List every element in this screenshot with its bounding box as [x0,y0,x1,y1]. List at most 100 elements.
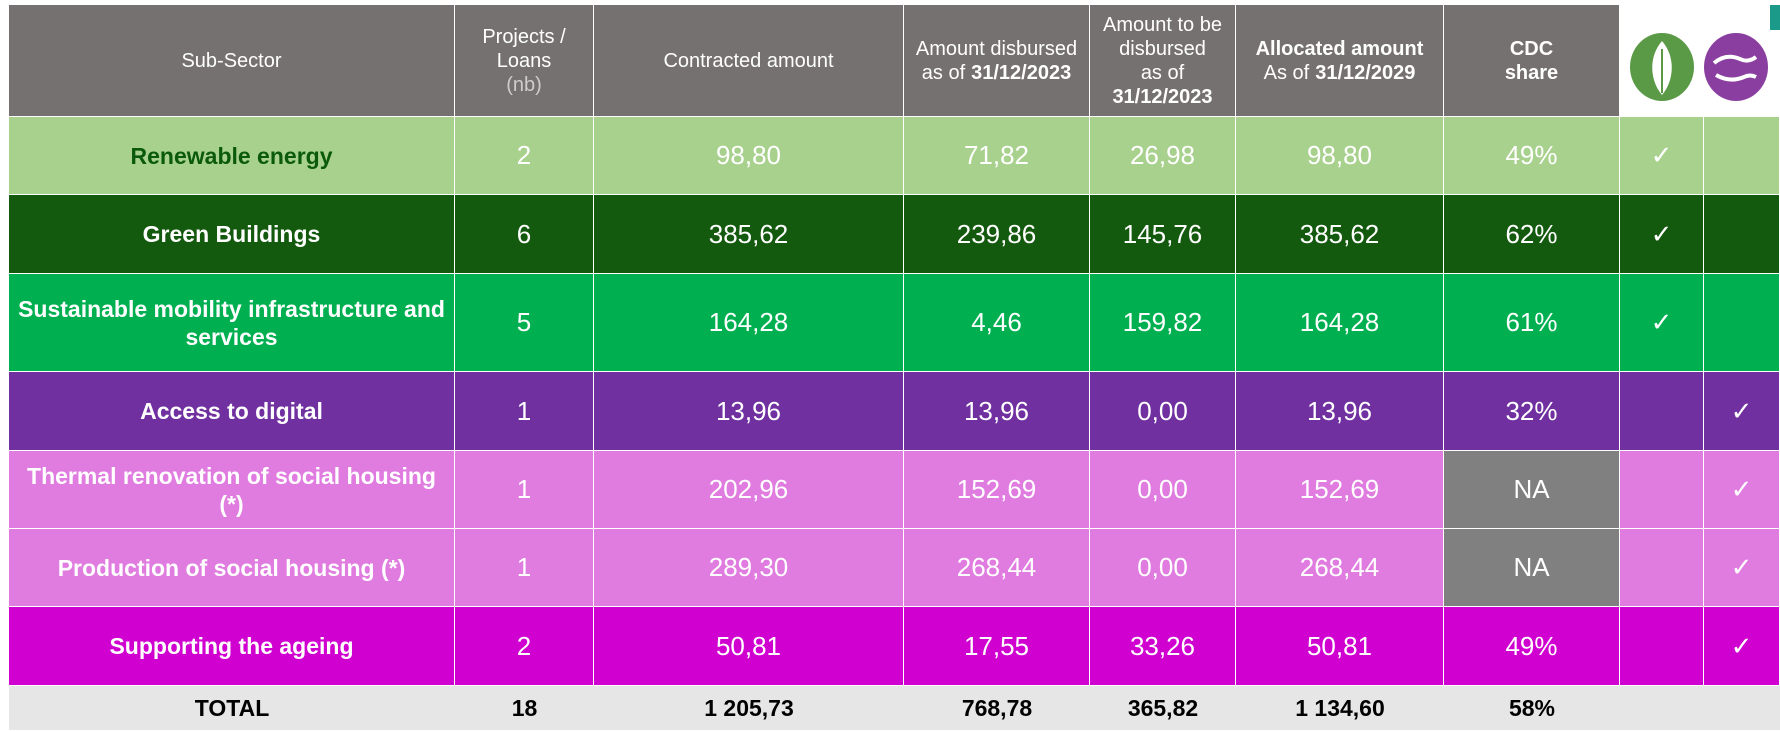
value-cell: 152,69 [904,451,1090,529]
value-cell: 1 [455,529,594,607]
cell-text: 62% [1505,218,1558,249]
cell-text: ✓ [1730,474,1753,504]
cell-text: 98,80 [715,140,782,170]
cell-text: 239,86 [956,218,1037,249]
cell-text: Sub-Sector [181,49,282,72]
value-cell: 13,96 [1236,372,1444,451]
header-line: Contracted amount [663,49,833,73]
sector-cell: Sustainable mobility infrastructure and … [9,274,455,372]
header-line: as of [1141,61,1184,85]
cell-text: 32% [1505,395,1558,426]
cell-text: Sustainable mobility infrastructure and … [18,295,445,350]
value-cell: 2 [455,607,594,686]
cell-text: Supporting the ageing [109,633,354,659]
value-cell: 26,98 [1090,117,1236,195]
cell-text: 49% [1505,140,1558,170]
value-cell: 13,96 [904,372,1090,451]
cell-text: Projects / [482,25,566,48]
value-cell: 17,55 [904,607,1090,686]
cell-text: 385,62 [708,218,789,249]
check-cell: ✓ [1620,274,1704,372]
value-cell: 164,28 [594,274,904,372]
cell-text: 33,26 [1129,630,1196,661]
header-line: Loans [497,49,552,73]
cell-text: 164,28 [1299,307,1380,337]
cell-text: 1 [516,474,532,504]
total-cell [1620,686,1780,731]
check-cell [1704,274,1780,372]
header-line: CDC [1510,37,1553,61]
value-cell: 62% [1444,195,1620,274]
cell-text: 0,00 [1137,474,1188,504]
sector-cell: Green Buildings [9,195,455,274]
header-line: Projects / [482,25,565,49]
cell-text: 385,62 [1299,218,1380,249]
value-cell: 268,44 [904,529,1090,607]
header-cell: Contracted amount [594,5,904,117]
value-cell: 0,00 [1090,451,1236,529]
header-cell: Amount disbursed as of 31/12/2023 [904,5,1090,117]
cell-text: ✓ [1730,552,1753,582]
cell-text: as of [1140,61,1185,84]
value-cell: 71,82 [904,117,1090,195]
value-cell: 50,81 [1236,607,1444,686]
cell-text: Production of social housing (*) [57,554,406,581]
check-cell [1704,117,1780,195]
value-cell: 5 [455,274,594,372]
cell-text: 268,44 [956,552,1037,582]
cell-text: as of [921,61,966,84]
value-cell: 385,62 [594,195,904,274]
cell-text: 13,96 [715,395,782,426]
check-cell: ✓ [1704,529,1780,607]
header-line: share [1505,61,1558,85]
cell-text: 1 205,73 [704,694,794,721]
cell-text: Access to digital [140,398,323,424]
cell-text: 49% [1505,630,1558,661]
cell-text: As of [1263,61,1310,84]
cell-text: 17,55 [963,630,1030,661]
value-cell: 0,00 [1090,529,1236,607]
cell-text: Thermal renovation of social housing (*) [27,462,436,517]
cell-text: ✓ [1650,140,1673,170]
sector-cell: Production of social housing (*) [9,529,455,607]
cell-text: 268,44 [1299,552,1380,582]
header-line: As of 31/12/2029 [1264,61,1416,85]
cell-text: disbursed [1119,37,1206,60]
cell-text: ✓ [1650,307,1673,337]
cell-text: 0,00 [1137,552,1188,582]
value-cell: 1 [455,451,594,529]
sector-cell: Thermal renovation of social housing (*) [9,451,455,529]
cell-text: NA [1513,552,1550,582]
check-cell [1620,607,1704,686]
cell-text: 50,81 [1306,630,1373,661]
value-cell: 98,80 [1236,117,1444,195]
cell-text: 2 [516,140,532,170]
cell-text: 71,82 [963,140,1030,170]
cell-text: Green Buildings [142,221,321,247]
cell-text: 4,46 [971,307,1022,337]
cell-text: ✓ [1730,395,1753,426]
header-cell: Amount to be disbursed as of 31/12/2023 [1090,5,1236,117]
cell-text: 152,69 [956,474,1037,504]
cell-text: Loans [496,49,552,72]
cell-text: 1 134,60 [1295,694,1385,721]
header-line: Amount to be [1103,13,1222,37]
cell-text: NA [1513,474,1550,504]
header-line: (nb) [506,73,542,97]
value-cell: 145,76 [1090,195,1236,274]
cell-text: CDC [1509,37,1554,60]
cell-text: 31/12/2023 [1112,85,1213,108]
value-cell: 13,96 [594,372,904,451]
check-cell [1620,372,1704,451]
value-cell: 49% [1444,607,1620,686]
cell-text: 145,76 [1122,218,1203,249]
header-line: Amount disbursed [916,37,1077,61]
check-cell [1620,529,1704,607]
sector-cell: Access to digital [9,372,455,451]
header-cell: Sub-Sector [9,5,455,117]
sector-cell: Renewable energy [9,117,455,195]
cell-text: 159,82 [1122,307,1203,337]
cell-text: 50,81 [715,630,782,661]
total-cell: 768,78 [904,686,1090,731]
